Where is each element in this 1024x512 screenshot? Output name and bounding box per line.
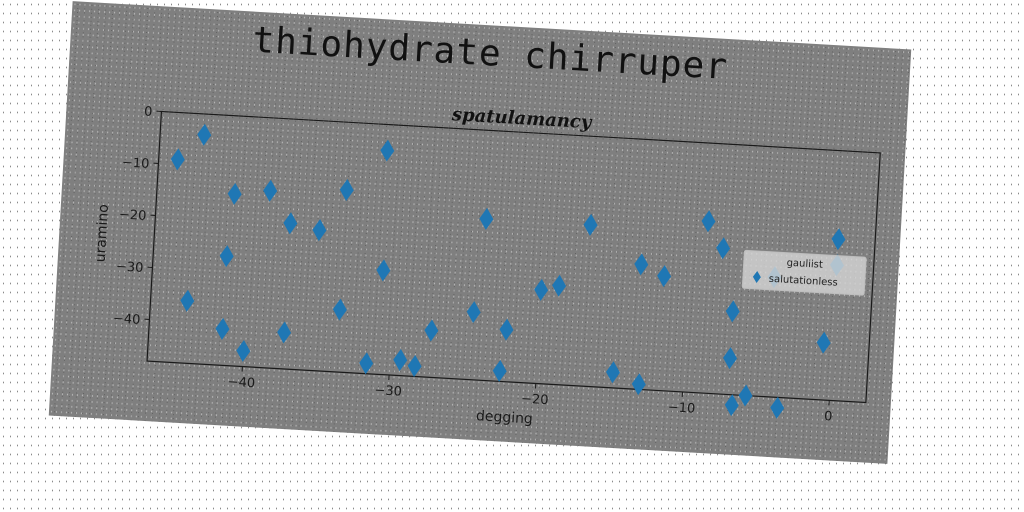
data-point — [499, 318, 514, 341]
data-point — [725, 300, 740, 323]
data-point — [631, 373, 646, 396]
data-point — [657, 265, 672, 288]
data-point — [724, 394, 739, 417]
data-point — [816, 331, 831, 354]
data-point — [552, 274, 567, 297]
data-point — [312, 219, 327, 242]
data-point — [492, 359, 507, 382]
data-point — [263, 179, 278, 202]
data-point — [283, 212, 298, 235]
x-tick-label: 0 — [824, 409, 833, 424]
data-point — [215, 317, 230, 340]
x-tick-label: −30 — [374, 383, 402, 400]
x-tick-label: −10 — [667, 400, 695, 417]
data-point — [479, 207, 494, 230]
legend-label: salutationless — [768, 274, 838, 289]
data-point — [738, 384, 753, 407]
data-point — [219, 245, 234, 268]
x-axis-label: degging — [475, 408, 533, 427]
y-tick-label: −30 — [116, 259, 144, 276]
data-point — [277, 321, 292, 344]
data-point — [701, 210, 716, 233]
data-point — [831, 228, 846, 251]
data-point — [583, 213, 598, 236]
scatter-chart: spatulamancy−40−30−20−1000−10−20−30−40de… — [93, 104, 881, 427]
data-point — [770, 396, 785, 419]
data-point — [339, 178, 354, 201]
data-point — [407, 355, 422, 378]
data-point — [634, 253, 649, 276]
data-point — [466, 301, 481, 324]
figure: thiohydrate chirruper spatulamancy −40 −30… — [48, 1, 912, 464]
plot-area — [146, 110, 881, 404]
data-point — [605, 361, 620, 384]
data-point — [170, 148, 185, 171]
data-point — [197, 123, 212, 146]
y-tick-label: −10 — [122, 155, 150, 172]
data-point — [227, 182, 242, 205]
data-point — [236, 339, 251, 362]
data-point — [534, 278, 549, 301]
data-point — [180, 289, 195, 312]
x-tick-label: −40 — [227, 375, 255, 392]
legend-marker — [752, 271, 761, 284]
x-tick-label: −20 — [521, 392, 549, 409]
y-tick-label: −20 — [119, 207, 147, 224]
y-tick-label: −40 — [113, 311, 141, 328]
data-point — [723, 347, 738, 370]
data-point — [424, 319, 439, 342]
y-axis-label: uramino — [93, 204, 112, 263]
data-point — [716, 237, 731, 260]
data-point — [380, 139, 395, 162]
y-tick-label: 0 — [144, 104, 153, 119]
legend-title: gauliist — [786, 258, 823, 271]
data-point — [359, 352, 374, 375]
legend-box — [741, 249, 867, 296]
data-point — [332, 298, 347, 321]
data-point — [376, 259, 391, 282]
data-point — [393, 349, 408, 371]
